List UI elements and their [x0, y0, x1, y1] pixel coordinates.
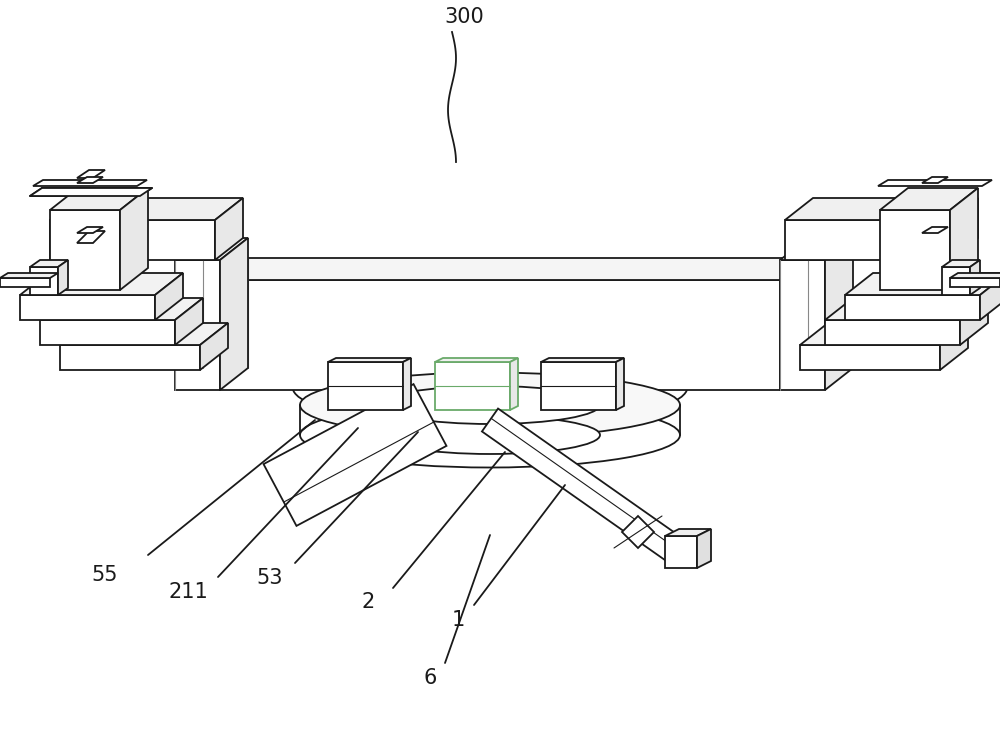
Polygon shape — [541, 358, 624, 362]
Polygon shape — [780, 258, 808, 390]
Polygon shape — [20, 295, 155, 320]
Polygon shape — [200, 323, 228, 370]
Polygon shape — [77, 177, 103, 183]
Polygon shape — [50, 210, 120, 290]
Polygon shape — [264, 384, 446, 526]
Polygon shape — [30, 267, 58, 295]
Polygon shape — [960, 298, 988, 345]
Polygon shape — [665, 529, 711, 536]
Polygon shape — [880, 210, 950, 290]
Polygon shape — [40, 298, 203, 320]
Polygon shape — [155, 273, 183, 320]
Polygon shape — [800, 345, 940, 370]
Polygon shape — [697, 529, 711, 568]
Polygon shape — [403, 358, 411, 410]
Polygon shape — [77, 231, 105, 243]
Polygon shape — [328, 362, 403, 410]
Polygon shape — [950, 188, 978, 290]
Polygon shape — [942, 267, 970, 295]
Polygon shape — [785, 198, 978, 220]
Polygon shape — [950, 198, 978, 260]
Polygon shape — [220, 238, 248, 390]
Polygon shape — [825, 320, 960, 345]
Polygon shape — [40, 320, 175, 345]
Polygon shape — [175, 260, 220, 390]
Polygon shape — [980, 273, 1000, 320]
Polygon shape — [328, 358, 411, 362]
Polygon shape — [845, 295, 980, 320]
Polygon shape — [77, 227, 103, 233]
Polygon shape — [77, 170, 105, 178]
Polygon shape — [780, 238, 853, 260]
Polygon shape — [435, 358, 518, 362]
Polygon shape — [20, 273, 183, 295]
Text: 2: 2 — [361, 592, 375, 612]
Polygon shape — [30, 260, 68, 267]
Ellipse shape — [380, 386, 600, 424]
Text: 1: 1 — [451, 610, 465, 630]
Ellipse shape — [300, 403, 680, 467]
Polygon shape — [970, 260, 980, 295]
Polygon shape — [922, 227, 948, 233]
Polygon shape — [878, 180, 992, 186]
Polygon shape — [435, 362, 510, 410]
Polygon shape — [482, 409, 683, 562]
Text: 55: 55 — [92, 565, 118, 585]
Polygon shape — [30, 188, 152, 196]
Polygon shape — [780, 260, 825, 390]
Polygon shape — [845, 273, 1000, 295]
Polygon shape — [0, 278, 50, 287]
Polygon shape — [175, 298, 203, 345]
Polygon shape — [800, 323, 968, 345]
Polygon shape — [58, 260, 68, 295]
Polygon shape — [0, 273, 58, 278]
Polygon shape — [785, 220, 950, 260]
Polygon shape — [60, 345, 200, 370]
Polygon shape — [220, 280, 780, 390]
Polygon shape — [50, 198, 243, 220]
Text: 53: 53 — [257, 568, 283, 588]
Polygon shape — [825, 298, 988, 320]
Polygon shape — [950, 273, 1000, 278]
Polygon shape — [60, 323, 228, 345]
Polygon shape — [940, 323, 968, 370]
Polygon shape — [880, 188, 978, 210]
Polygon shape — [922, 177, 948, 183]
Polygon shape — [541, 362, 616, 410]
Polygon shape — [220, 258, 808, 280]
Polygon shape — [50, 220, 215, 260]
Polygon shape — [215, 198, 243, 260]
Polygon shape — [510, 358, 518, 410]
Polygon shape — [622, 516, 654, 548]
Text: 300: 300 — [444, 7, 484, 27]
Ellipse shape — [300, 373, 680, 437]
Polygon shape — [50, 188, 148, 210]
Text: 211: 211 — [168, 582, 208, 602]
Polygon shape — [120, 188, 148, 290]
Polygon shape — [665, 536, 697, 568]
Text: 6: 6 — [423, 668, 437, 688]
Polygon shape — [616, 358, 624, 410]
Polygon shape — [33, 180, 147, 186]
Polygon shape — [950, 278, 1000, 287]
Polygon shape — [942, 260, 980, 267]
Polygon shape — [175, 238, 248, 260]
Polygon shape — [825, 238, 853, 390]
Ellipse shape — [380, 416, 600, 454]
